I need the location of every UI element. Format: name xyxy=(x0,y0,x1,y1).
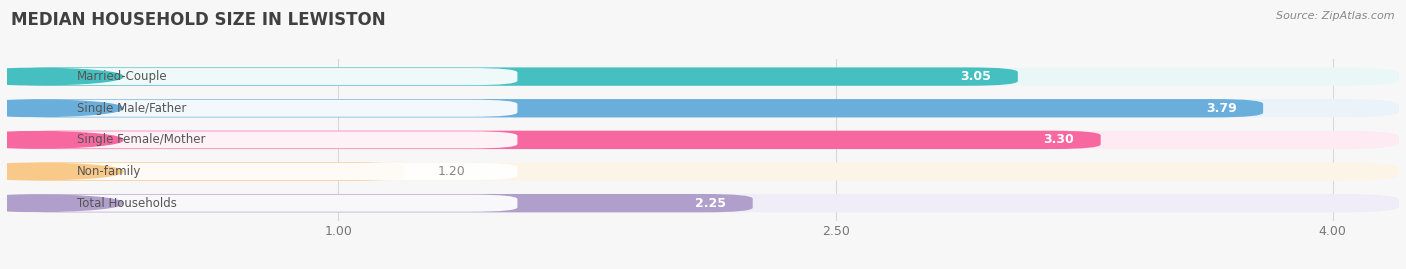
Circle shape xyxy=(0,132,124,148)
Text: Total Households: Total Households xyxy=(76,197,177,210)
Circle shape xyxy=(0,195,124,211)
FancyBboxPatch shape xyxy=(7,99,1399,117)
Circle shape xyxy=(0,163,124,180)
Text: 3.30: 3.30 xyxy=(1043,133,1074,146)
Text: Married-Couple: Married-Couple xyxy=(76,70,167,83)
FancyBboxPatch shape xyxy=(7,131,1101,149)
Circle shape xyxy=(0,68,124,85)
FancyBboxPatch shape xyxy=(7,99,1263,117)
Text: 1.20: 1.20 xyxy=(437,165,465,178)
Text: 2.25: 2.25 xyxy=(695,197,725,210)
Text: Single Male/Father: Single Male/Father xyxy=(76,102,186,115)
FancyBboxPatch shape xyxy=(4,163,517,180)
FancyBboxPatch shape xyxy=(7,131,1399,149)
Text: Non-family: Non-family xyxy=(76,165,141,178)
Text: Source: ZipAtlas.com: Source: ZipAtlas.com xyxy=(1277,11,1395,21)
Text: MEDIAN HOUSEHOLD SIZE IN LEWISTON: MEDIAN HOUSEHOLD SIZE IN LEWISTON xyxy=(11,11,385,29)
FancyBboxPatch shape xyxy=(7,162,405,181)
FancyBboxPatch shape xyxy=(4,131,517,148)
FancyBboxPatch shape xyxy=(7,162,1399,181)
FancyBboxPatch shape xyxy=(4,100,517,117)
FancyBboxPatch shape xyxy=(7,68,1399,86)
Circle shape xyxy=(0,100,124,116)
FancyBboxPatch shape xyxy=(7,194,752,212)
FancyBboxPatch shape xyxy=(4,68,517,85)
Text: 3.05: 3.05 xyxy=(960,70,991,83)
Text: 3.79: 3.79 xyxy=(1206,102,1237,115)
Text: Single Female/Mother: Single Female/Mother xyxy=(76,133,205,146)
FancyBboxPatch shape xyxy=(4,195,517,212)
FancyBboxPatch shape xyxy=(7,194,1399,212)
FancyBboxPatch shape xyxy=(7,68,1018,86)
